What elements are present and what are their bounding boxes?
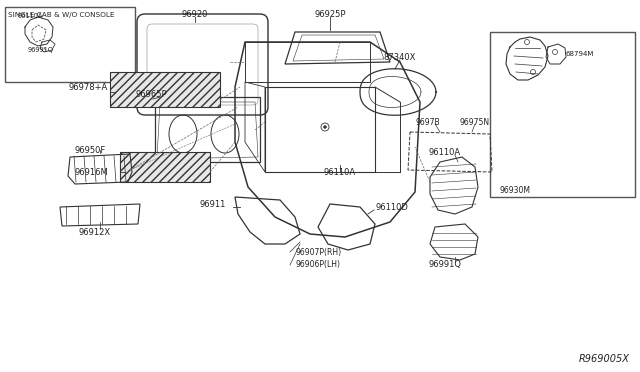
Text: 96975N: 96975N xyxy=(460,118,490,126)
Text: 96912X: 96912X xyxy=(79,228,111,237)
Text: 96911: 96911 xyxy=(200,199,227,208)
Bar xyxy=(490,32,635,197)
Text: 96110A: 96110A xyxy=(429,148,461,157)
Text: 9697B: 9697B xyxy=(415,118,440,126)
Text: 96950F: 96950F xyxy=(74,145,106,154)
Text: 87340X: 87340X xyxy=(384,52,416,61)
Text: SINGLE CAB & W/O CONSOLE: SINGLE CAB & W/O CONSOLE xyxy=(8,12,115,18)
Text: 96110A: 96110A xyxy=(18,13,44,19)
Text: 96965P: 96965P xyxy=(135,90,166,99)
Bar xyxy=(5,7,135,82)
Text: R969005X: R969005X xyxy=(579,354,630,364)
Text: 68794M: 68794M xyxy=(565,51,593,57)
Text: 96991Q: 96991Q xyxy=(28,47,54,53)
Bar xyxy=(110,72,220,107)
Text: 96907P(RH): 96907P(RH) xyxy=(295,247,341,257)
Bar xyxy=(155,97,260,162)
Text: 96916M: 96916M xyxy=(74,167,108,176)
Text: 96930M: 96930M xyxy=(500,186,531,195)
Text: 96110D: 96110D xyxy=(375,202,408,212)
Circle shape xyxy=(323,125,326,128)
Text: 96920: 96920 xyxy=(182,10,208,19)
Bar xyxy=(120,152,210,182)
Text: 96906P(LH): 96906P(LH) xyxy=(295,260,340,269)
Text: 96925P: 96925P xyxy=(314,10,346,19)
Text: 96978+A: 96978+A xyxy=(68,83,108,92)
Text: 96110A: 96110A xyxy=(324,167,356,176)
Text: 96991Q: 96991Q xyxy=(429,260,461,269)
